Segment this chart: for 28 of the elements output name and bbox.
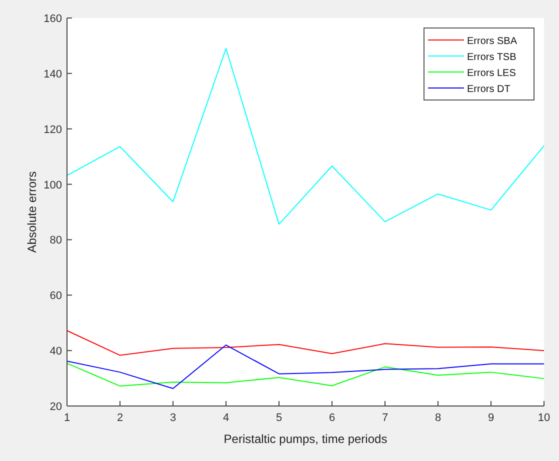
- y-tick-label: 40: [50, 346, 62, 358]
- x-axis-title: Peristaltic pumps, time periods: [224, 432, 388, 446]
- x-tick-label: 8: [434, 412, 442, 424]
- x-tick-label: 10: [538, 412, 550, 424]
- legend-label: Errors SBA: [467, 36, 518, 47]
- line-series: [66, 344, 544, 390]
- y-axis-title: Absolute errors: [25, 171, 39, 253]
- y-tick-label: 140: [44, 68, 62, 80]
- y-tick-label: 100: [44, 179, 62, 192]
- x-tick-label: 6: [328, 412, 336, 424]
- legend-label: Errors TSB: [467, 52, 517, 63]
- y-tick-label: 80: [50, 234, 62, 247]
- x-tick-label: 3: [170, 412, 176, 424]
- legend-label: Errors DT: [467, 84, 510, 95]
- y-tick-label: 160: [44, 13, 62, 25]
- x-tick-label: 1: [64, 412, 70, 424]
- line-series: [66, 362, 544, 387]
- x-tick-label: 5: [276, 412, 282, 424]
- x-tick-label: 2: [116, 412, 124, 424]
- line-series: [66, 330, 544, 356]
- legend-label: Errors LES: [467, 68, 516, 79]
- y-tick-label: 60: [50, 290, 62, 302]
- x-tick-label: 7: [382, 412, 388, 424]
- y-tick-label: 20: [50, 401, 62, 413]
- x-tick-label: 4: [222, 412, 230, 424]
- line-series: [66, 48, 544, 225]
- x-tick-label: 9: [488, 412, 494, 424]
- y-tick-label: 120: [44, 124, 62, 136]
